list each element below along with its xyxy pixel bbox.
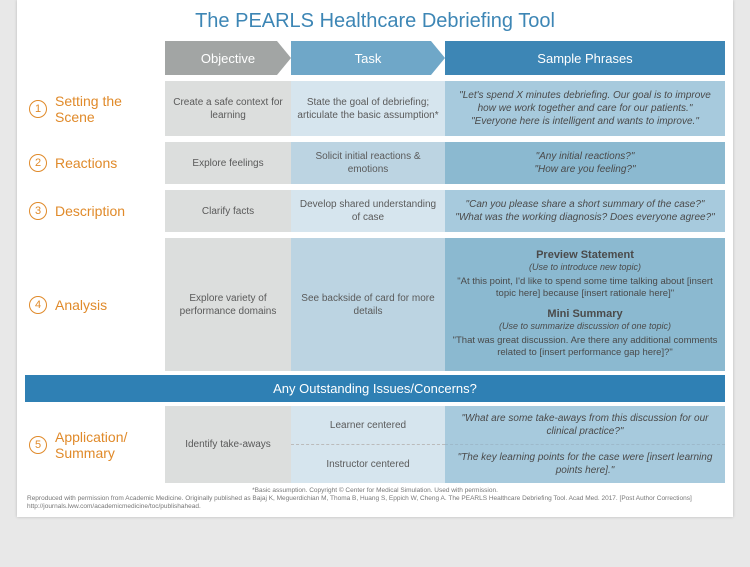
row-number-cell: 4 [25,238,51,371]
task-cell: Develop shared understanding of case [291,190,445,232]
task-cell: See backside of card for more details [291,238,445,371]
page-title: The PEARLS Healthcare Debriefing Tool [17,10,733,33]
title-band: The PEARLS Healthcare Debriefing Tool [17,0,733,41]
sample-cell-analysis: Preview Statement (Use to introduce new … [445,238,725,371]
task-cell: State the goal of debriefing; articulate… [291,81,445,136]
row-number-circle: 3 [29,202,47,220]
row-number-cell: 3 [25,190,51,232]
objective-cell: Explore variety of performance domains [165,238,291,371]
row-label: Application/ Summary [51,406,165,483]
sample-learner: "What are some take-aways from this disc… [445,406,725,444]
header-sample-text: Sample Phrases [537,51,632,66]
task-cell: Solicit initial reactions & emotions [291,142,445,184]
row-number-cell: 1 [25,81,51,136]
objective-cell: Clarify facts [165,190,291,232]
mini-summary-quote: "That was great discussion. Are there an… [451,335,719,360]
preview-statement-sub: (Use to introduce new topic) [529,262,641,274]
header-sample: Sample Phrases [445,41,725,75]
row-label: Description [51,190,165,232]
sample-cell: "Can you please share a short summary of… [445,190,725,232]
objective-cell: Explore feelings [165,142,291,184]
header-task-text: Task [355,51,382,66]
footer: *Basic assumption. Copyright © Center fo… [17,483,733,512]
footer-line2: Reproduced with permission from Academic… [27,495,723,511]
header-blank-num [25,41,51,75]
objective-cell: Create a safe context for learning [165,81,291,136]
row-number-circle: 4 [29,296,47,314]
divider-band: Any Outstanding Issues/Concerns? [25,375,725,402]
row-number-circle: 2 [29,154,47,172]
sample-instructor: "The key learning points for the case we… [445,444,725,483]
task-cell-application: Learner centered Instructor centered [291,406,445,483]
objective-cell: Identify take-aways [165,406,291,483]
mini-summary-sub: (Use to summarize discussion of one topi… [499,321,671,333]
preview-statement-quote: "At this point, I'd like to spend some t… [451,276,719,301]
mini-summary-head: Mini Summary [547,307,622,321]
header-objective-text: Objective [201,51,255,66]
row-label: Analysis [51,238,165,371]
task-instructor: Instructor centered [291,444,445,483]
footer-line1: *Basic assumption. Copyright © Center fo… [27,487,723,495]
header-objective: Objective [165,41,291,75]
page-container: The PEARLS Healthcare Debriefing Tool Ob… [17,0,733,517]
row-number-circle: 1 [29,100,47,118]
row-label: Setting the Scene [51,81,165,136]
task-learner: Learner centered [291,406,445,444]
header-task: Task [291,41,445,75]
row-number-cell: 5 [25,406,51,483]
preview-statement-head: Preview Statement [536,248,634,262]
header-blank-label [51,41,165,75]
sample-cell: "Any initial reactions?" "How are you fe… [445,142,725,184]
row-label: Reactions [51,142,165,184]
sample-cell: "Let's spend X minutes debriefing. Our g… [445,81,725,136]
row-number-circle: 5 [29,436,47,454]
pearls-grid: Objective Task Sample Phrases 1 Setting … [17,41,733,483]
row-number-cell: 2 [25,142,51,184]
sample-cell-application: "What are some take-aways from this disc… [445,406,725,483]
